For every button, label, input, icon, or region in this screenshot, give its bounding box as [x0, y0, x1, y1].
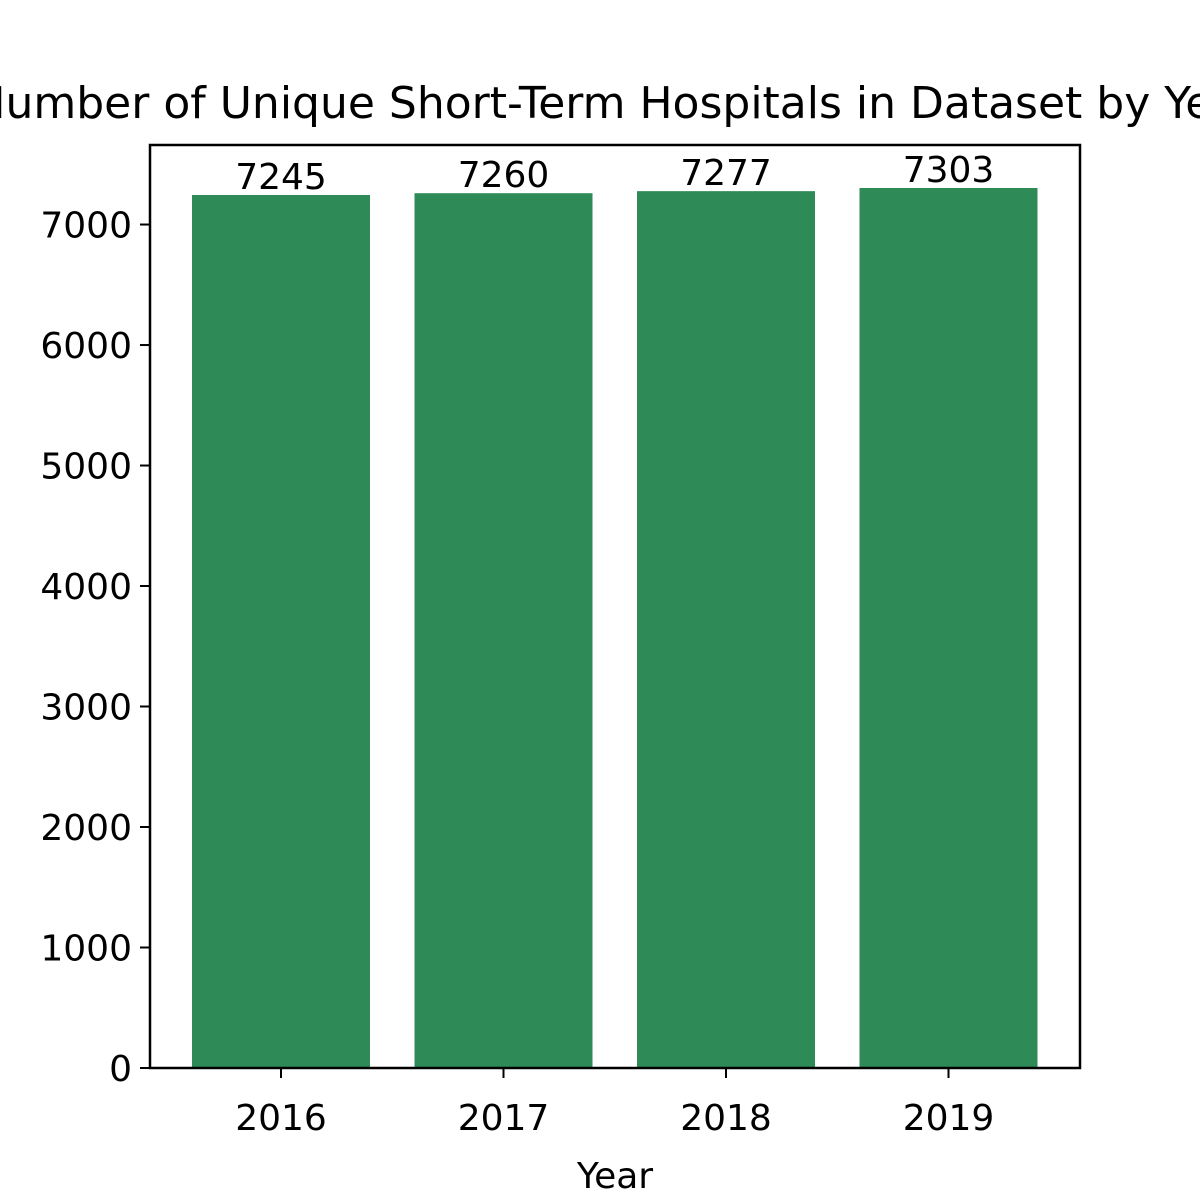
x-tick-label-2017: 2017: [458, 1098, 550, 1139]
y-tick-label-4000: 4000: [40, 567, 132, 608]
data-label-2016: 7245: [235, 157, 327, 198]
bar-2017: [414, 193, 593, 1069]
bar-2016: [192, 195, 370, 1069]
y-tick-label-5000: 5000: [40, 447, 132, 488]
data-label-2018: 7277: [680, 153, 772, 194]
y-tick-label-2000: 2000: [40, 808, 132, 849]
chart-title: Number of Unique Short-Term Hospitals in…: [0, 78, 1200, 129]
y-tick-label-3000: 3000: [40, 688, 132, 729]
y-axis: 0 1000 2000 3000 4000 5000 6000 7000: [40, 206, 150, 1090]
x-axis: 2016 2017 2018 2019: [235, 1068, 994, 1139]
data-labels-layer: 7245 7260 7277 7303: [235, 150, 994, 198]
plot-frame: [148, 143, 1082, 1070]
y-tick-label-0: 0: [109, 1049, 132, 1090]
y-tick-label-7000: 7000: [40, 206, 132, 247]
data-label-2017: 7260: [458, 155, 550, 196]
x-tick-label-2019: 2019: [903, 1098, 995, 1139]
bar-2019: [859, 188, 1038, 1069]
y-tick-label-6000: 6000: [40, 326, 132, 367]
bar-2018: [637, 191, 815, 1068]
data-label-2019: 7303: [903, 150, 995, 191]
y-tick-label-1000: 1000: [40, 929, 132, 970]
bars-layer: [192, 188, 1038, 1069]
x-tick-label-2018: 2018: [680, 1098, 772, 1139]
x-tick-label-2016: 2016: [235, 1098, 327, 1139]
x-axis-label: Year: [576, 1156, 653, 1197]
